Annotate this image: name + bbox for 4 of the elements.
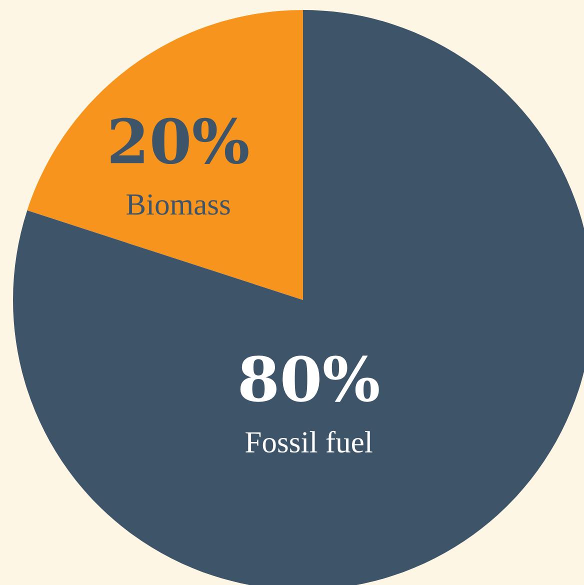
- slice-label: Biomass: [126, 194, 230, 215]
- data-label: 80%: [240, 356, 379, 402]
- slice-label: Fossil fuel: [246, 430, 372, 453]
- data-label: 20%: [110, 118, 248, 164]
